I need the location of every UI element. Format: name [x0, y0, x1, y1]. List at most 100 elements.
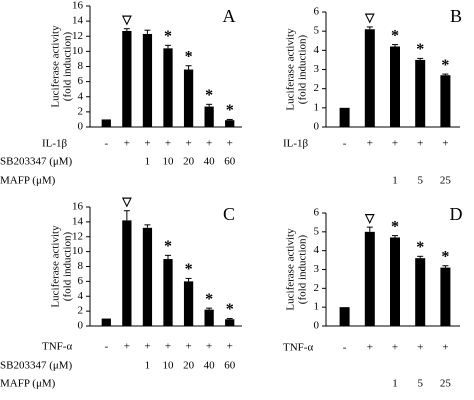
row-label: 20: [183, 156, 195, 168]
bar: [163, 48, 173, 127]
row-label: +: [124, 341, 130, 353]
bar: [101, 318, 111, 326]
significance-marker: *: [185, 261, 193, 278]
bar: [440, 267, 451, 326]
row-label: +: [227, 138, 233, 150]
bar: [225, 120, 235, 127]
significance-marker: *: [416, 239, 424, 256]
bar: [183, 281, 194, 326]
row-label: +: [367, 342, 373, 354]
bar: [415, 258, 426, 326]
y-tick-label: 2: [314, 282, 320, 294]
row-label: 10: [163, 156, 175, 168]
row-label: 25: [440, 378, 452, 390]
row-name: TNF-α: [283, 342, 313, 354]
panel-label: B: [450, 6, 462, 26]
y-axis-label: Luciferase activity: [50, 225, 62, 308]
y-axis-label: Luciferase activity: [50, 25, 62, 108]
bar: [142, 227, 153, 326]
y-tick-label: 14: [72, 15, 84, 27]
y-axis-label: Luciferase activity: [285, 28, 297, 111]
y-tick-label: 14: [72, 215, 84, 227]
bar: [390, 237, 400, 326]
y-tick-label: 0: [78, 320, 84, 332]
bar: [225, 319, 235, 326]
bar: [163, 259, 173, 326]
bar: [339, 307, 350, 326]
row-label: 1: [145, 360, 151, 372]
row-label: -: [104, 341, 108, 353]
y-tick-label: 10: [72, 245, 84, 257]
bar: [339, 107, 350, 127]
row-label: 60: [224, 156, 236, 168]
y-tick-label: 12: [72, 230, 83, 242]
row-label: +: [185, 341, 191, 353]
row-label: +: [417, 342, 423, 354]
row-label: +: [185, 138, 191, 150]
row-label: +: [442, 342, 448, 354]
row-label: +: [392, 342, 398, 354]
y-tick-label: 2: [78, 305, 84, 317]
significance-marker: *: [164, 238, 172, 255]
y-axis-label: (fold induction): [297, 34, 309, 104]
significance-marker: *: [226, 102, 234, 119]
y-tick-label: 0: [78, 121, 84, 133]
row-label: +: [392, 138, 398, 150]
y-tick-label: 6: [78, 75, 84, 87]
bar: [122, 30, 132, 127]
row-label: +: [124, 138, 130, 150]
panel-label: D: [450, 204, 463, 224]
panel-label: C: [223, 204, 235, 224]
row-label: 20: [183, 360, 195, 372]
row-label: 25: [440, 175, 452, 187]
significance-marker: *: [391, 218, 399, 235]
significance-marker: *: [205, 87, 213, 104]
row-label: +: [227, 341, 233, 353]
row-label: 40: [204, 360, 216, 372]
y-tick-label: 3: [314, 63, 320, 75]
y-tick-label: 8: [78, 260, 84, 272]
y-tick-label: 6: [314, 6, 320, 18]
significance-marker: *: [226, 301, 234, 318]
bar: [364, 29, 375, 127]
y-tick-label: 4: [78, 90, 84, 102]
significance-marker: *: [441, 57, 449, 74]
significance-marker: *: [391, 27, 399, 44]
bar: [204, 106, 214, 127]
row-label: 5: [417, 378, 423, 390]
row-label: 1: [392, 175, 398, 187]
row-label: 1: [392, 378, 398, 390]
significance-marker: *: [416, 41, 424, 58]
bar: [204, 309, 214, 326]
row-label: +: [206, 138, 212, 150]
y-tick-label: 0: [314, 320, 320, 332]
bar: [364, 231, 375, 326]
y-tick-label: 3: [314, 263, 320, 275]
y-tick-label: 4: [314, 244, 320, 256]
bar: [440, 75, 451, 127]
y-tick-label: 6: [78, 275, 84, 287]
y-tick-label: 5: [314, 25, 320, 37]
y-tick-label: 8: [78, 60, 84, 72]
row-name: TNF-α: [42, 341, 72, 353]
row-name: MAFP (μM): [0, 175, 56, 187]
panel-label: A: [223, 6, 236, 26]
row-name: SB203347 (μM): [0, 360, 73, 372]
row-name: MAFP (μM): [0, 378, 56, 390]
bar: [183, 69, 194, 127]
significance-marker: ▽: [364, 11, 375, 25]
row-label: +: [144, 341, 150, 353]
significance-marker: *: [185, 48, 193, 65]
y-axis-label: (fold induction): [62, 31, 74, 101]
row-name: IL-1β: [42, 138, 68, 150]
y-tick-label: 10: [72, 45, 84, 57]
row-label: 5: [417, 175, 423, 187]
row-name: SB203347 (μM): [0, 156, 73, 168]
row-name: IL-1β: [283, 138, 309, 150]
bar: [122, 220, 132, 326]
row-label: +: [417, 138, 423, 150]
row-label: 10: [163, 360, 175, 372]
row-label: +: [165, 138, 171, 150]
y-tick-label: 4: [314, 44, 320, 56]
